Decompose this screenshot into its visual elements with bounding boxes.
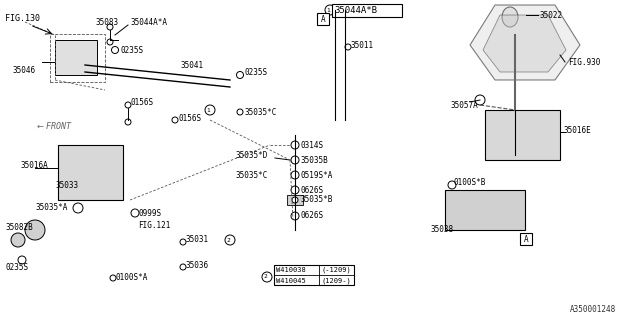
- Bar: [58, 145, 123, 200]
- Text: 0235S: 0235S: [120, 45, 143, 54]
- Text: 0626S: 0626S: [300, 186, 323, 195]
- Circle shape: [111, 46, 118, 53]
- Text: 35035*C: 35035*C: [235, 171, 268, 180]
- Text: 35041: 35041: [180, 60, 203, 69]
- Polygon shape: [483, 15, 566, 72]
- Text: 35016E: 35016E: [563, 125, 591, 134]
- Text: 35031: 35031: [185, 236, 208, 244]
- Text: 0100S*B: 0100S*B: [453, 178, 485, 187]
- Text: (1209-): (1209-): [321, 278, 351, 284]
- Circle shape: [291, 141, 299, 149]
- Circle shape: [291, 212, 299, 220]
- Bar: [274, 265, 354, 285]
- Text: A350001248: A350001248: [570, 306, 616, 315]
- Text: 0519S*A: 0519S*A: [300, 171, 332, 180]
- Text: $\leftarrow$FRONT: $\leftarrow$FRONT: [35, 119, 73, 131]
- Circle shape: [325, 5, 335, 15]
- Text: W410045: W410045: [276, 278, 306, 284]
- Text: 0626S: 0626S: [300, 212, 323, 220]
- Text: 0999S: 0999S: [138, 209, 161, 218]
- Circle shape: [262, 272, 272, 282]
- Circle shape: [180, 264, 186, 270]
- Text: A: A: [524, 235, 528, 244]
- Text: 2: 2: [226, 237, 230, 243]
- Circle shape: [291, 156, 299, 164]
- Text: 35083: 35083: [95, 18, 118, 27]
- Circle shape: [110, 275, 116, 281]
- Text: 35044A*B: 35044A*B: [334, 5, 377, 14]
- Bar: [332, 4, 402, 17]
- Circle shape: [225, 235, 235, 245]
- Text: 35011: 35011: [350, 41, 373, 50]
- Text: 35082B: 35082B: [5, 223, 33, 233]
- Circle shape: [73, 203, 83, 213]
- Text: 1: 1: [326, 7, 330, 12]
- Ellipse shape: [502, 7, 518, 27]
- Text: 0314S: 0314S: [300, 140, 323, 149]
- Text: 0235S: 0235S: [244, 68, 267, 76]
- Circle shape: [107, 39, 113, 45]
- Bar: [520, 233, 532, 245]
- Circle shape: [345, 44, 351, 50]
- Circle shape: [237, 109, 243, 115]
- Text: W410038: W410038: [276, 267, 306, 273]
- Circle shape: [131, 209, 139, 217]
- Circle shape: [475, 95, 485, 105]
- Text: 35038: 35038: [430, 226, 453, 235]
- Text: 35035*C: 35035*C: [244, 108, 276, 116]
- Circle shape: [291, 171, 299, 179]
- Bar: [445, 190, 525, 230]
- Circle shape: [292, 197, 298, 203]
- Circle shape: [25, 220, 45, 240]
- Text: 0156S: 0156S: [178, 114, 201, 123]
- Text: 35035*D: 35035*D: [235, 150, 268, 159]
- Text: FIG.930: FIG.930: [568, 58, 600, 67]
- Text: 35035*B: 35035*B: [300, 196, 332, 204]
- Text: 1: 1: [206, 108, 210, 113]
- Text: 35044A*A: 35044A*A: [130, 18, 167, 27]
- Polygon shape: [470, 5, 580, 80]
- Circle shape: [180, 239, 186, 245]
- Circle shape: [448, 181, 456, 189]
- Text: FIG.130: FIG.130: [5, 13, 40, 22]
- Text: 35033: 35033: [55, 180, 78, 189]
- Text: 35057A: 35057A: [450, 100, 477, 109]
- Circle shape: [291, 186, 299, 194]
- Text: FIG.121: FIG.121: [138, 221, 170, 230]
- Bar: [50, 34, 105, 82]
- Text: 35035B: 35035B: [300, 156, 328, 164]
- Bar: [317, 13, 329, 25]
- Bar: [485, 110, 560, 160]
- Text: 0100S*A: 0100S*A: [115, 274, 147, 283]
- Text: (-1209): (-1209): [321, 267, 351, 273]
- Circle shape: [107, 24, 113, 30]
- Text: 35022: 35022: [540, 11, 563, 20]
- Circle shape: [205, 105, 215, 115]
- Text: 2: 2: [263, 275, 267, 279]
- Text: 35016A: 35016A: [20, 161, 48, 170]
- Text: A: A: [321, 14, 325, 23]
- Bar: [287, 195, 303, 205]
- Text: 35035*A: 35035*A: [35, 204, 67, 212]
- Circle shape: [18, 256, 26, 264]
- Text: 0235S: 0235S: [5, 263, 28, 273]
- Circle shape: [125, 119, 131, 125]
- Circle shape: [237, 71, 243, 78]
- Text: 35046: 35046: [12, 66, 35, 75]
- Circle shape: [172, 117, 178, 123]
- Circle shape: [11, 233, 25, 247]
- Circle shape: [125, 102, 131, 108]
- Text: 35036: 35036: [185, 260, 208, 269]
- Bar: [55, 40, 97, 75]
- Text: 0156S: 0156S: [130, 98, 153, 107]
